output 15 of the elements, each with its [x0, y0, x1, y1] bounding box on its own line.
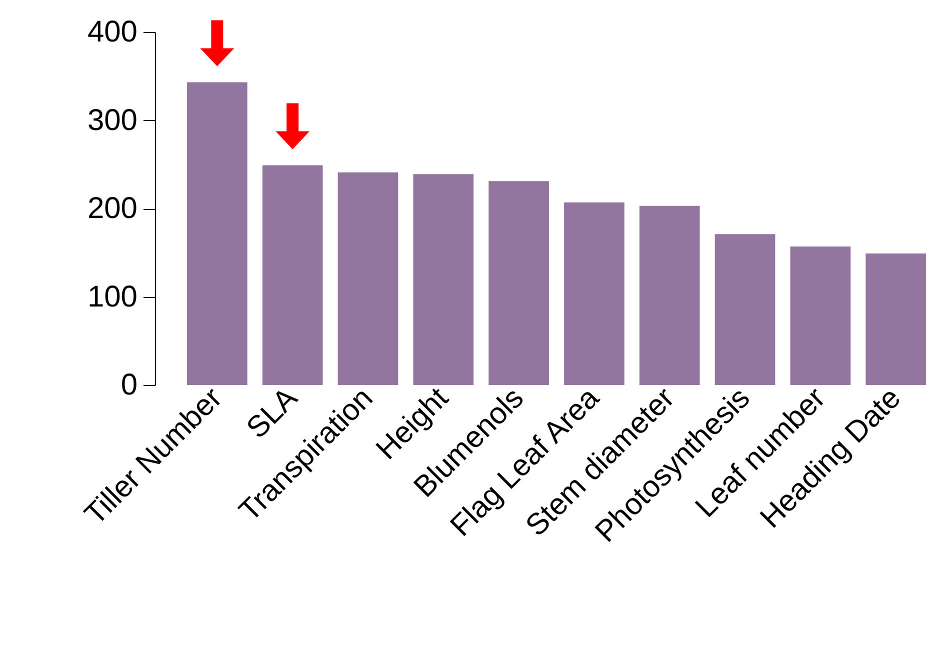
bar — [564, 202, 624, 385]
y-tick-label: 100 — [87, 280, 138, 314]
y-tick-label: 0 — [120, 368, 138, 402]
y-tick-label: 300 — [87, 104, 138, 137]
bar — [639, 206, 700, 385]
bar — [790, 246, 851, 385]
bar — [714, 234, 776, 385]
bar — [338, 172, 398, 385]
bar — [413, 174, 474, 385]
bar — [488, 181, 549, 385]
bar — [187, 82, 248, 385]
bar — [262, 165, 323, 385]
bar — [866, 254, 926, 385]
y-tick-label: 400 — [87, 16, 138, 48]
y-tick-label: 200 — [87, 192, 138, 225]
